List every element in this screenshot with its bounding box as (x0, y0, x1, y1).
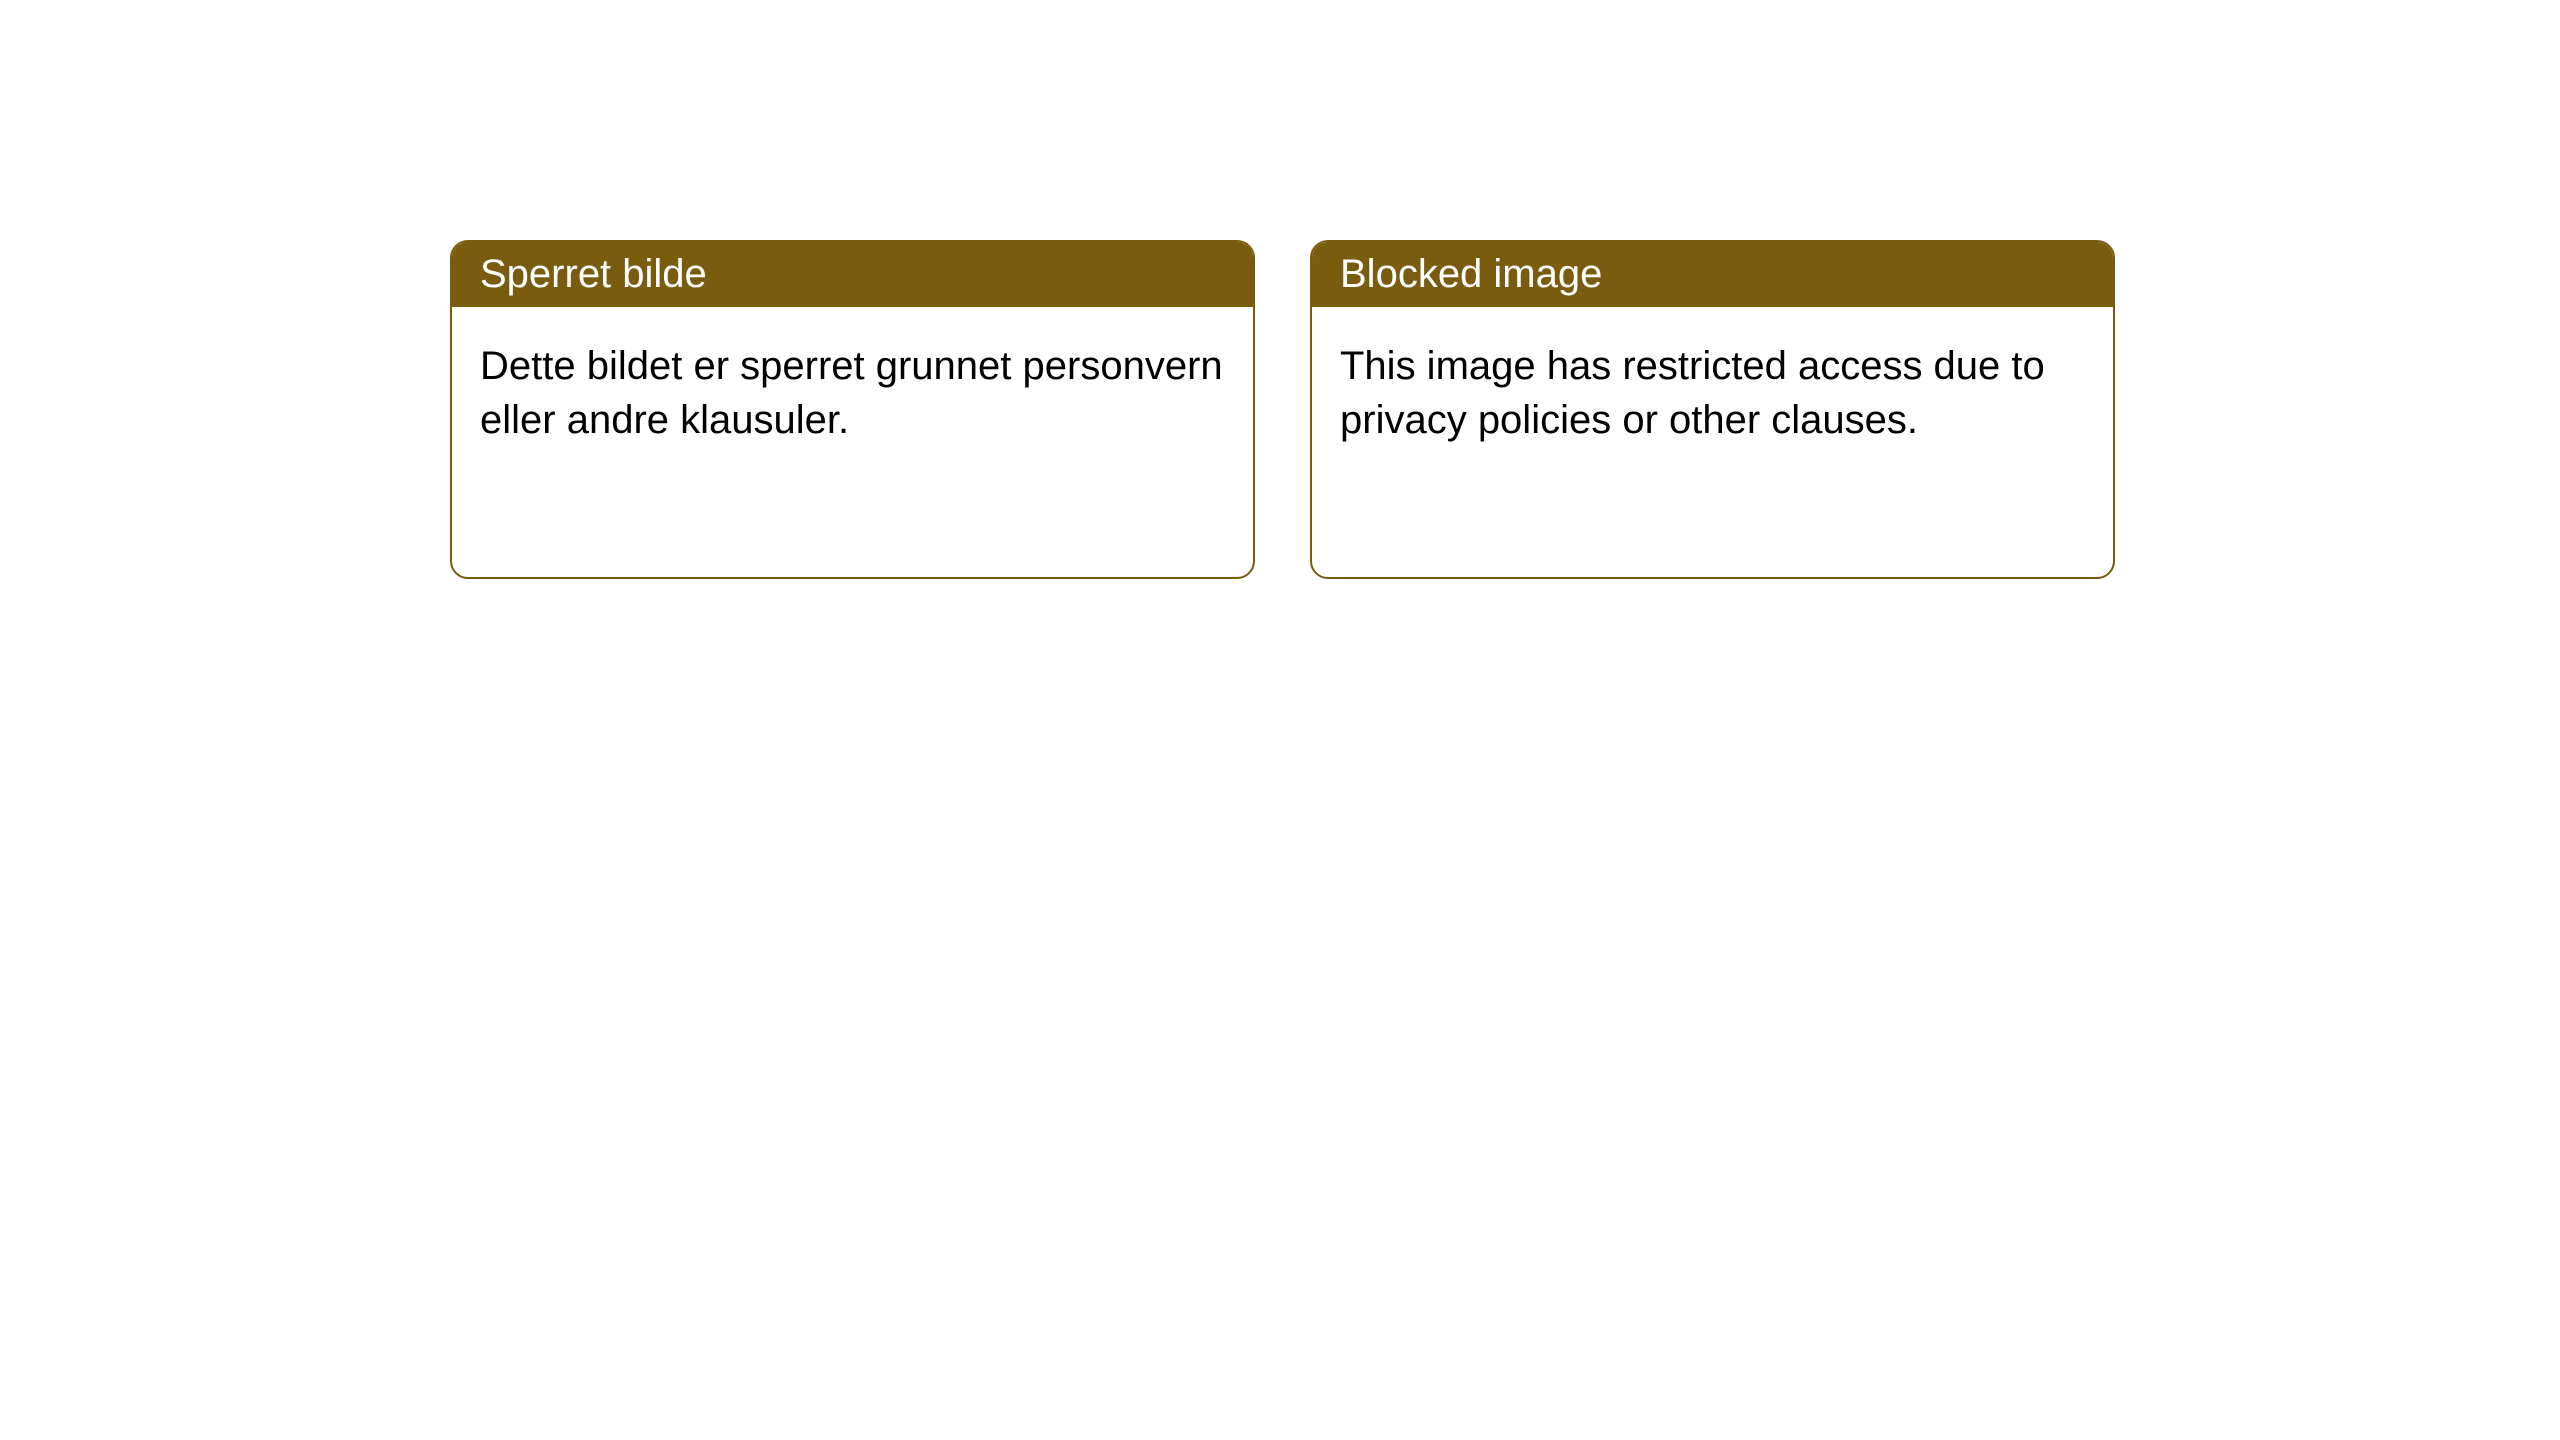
notice-container: Sperret bilde Dette bildet er sperret gr… (0, 0, 2560, 579)
card-body: Dette bildet er sperret grunnet personve… (452, 307, 1253, 577)
notice-card-norwegian: Sperret bilde Dette bildet er sperret gr… (450, 240, 1255, 579)
notice-card-english: Blocked image This image has restricted … (1310, 240, 2115, 579)
card-body-text: This image has restricted access due to … (1340, 344, 2045, 442)
card-body: This image has restricted access due to … (1312, 307, 2113, 577)
card-title: Sperret bilde (480, 252, 707, 296)
card-header: Blocked image (1312, 242, 2113, 307)
card-header: Sperret bilde (452, 242, 1253, 307)
card-title: Blocked image (1340, 252, 1602, 296)
card-body-text: Dette bildet er sperret grunnet personve… (480, 344, 1223, 442)
